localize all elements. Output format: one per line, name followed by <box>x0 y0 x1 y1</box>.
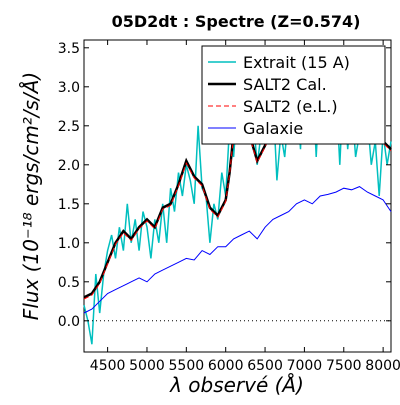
y-tick-label: 3.5 <box>58 41 80 57</box>
y-tick-label: 0.0 <box>58 314 80 330</box>
chart-title: 05D2dt : Spectre (Z=0.574) <box>112 12 361 31</box>
x-tick-label: 7000 <box>287 358 323 374</box>
legend-label-0: Extrait (15 A) <box>243 53 350 72</box>
y-tick-label: 2.5 <box>58 119 80 135</box>
x-tick-label: 6000 <box>208 358 244 374</box>
x-tick-label: 4500 <box>90 358 126 374</box>
legend-label-3: Galaxie <box>243 119 303 138</box>
legend-label-2: SALT2 (e.L.) <box>243 97 338 116</box>
y-tick-label: 1.5 <box>58 197 80 213</box>
x-tick-label: 5000 <box>129 358 165 374</box>
y-tick-label: 3.0 <box>58 80 80 96</box>
y-tick-label: 0.5 <box>58 275 80 291</box>
legend: Extrait (15 A) SALT2 Cal. SALT2 (e.L.) Gala… <box>201 45 386 145</box>
y-axis-label: Flux (10⁻¹⁸ ergs/cm²/s/Å) <box>19 72 43 320</box>
x-tick-label: 7500 <box>326 358 362 374</box>
series-line-3 <box>83 186 392 314</box>
x-tick-label: 8000 <box>365 358 400 374</box>
y-tick-label: 2.0 <box>58 158 80 174</box>
x-tick-label: 6500 <box>247 358 283 374</box>
x-axis-label: λ observé (Å) <box>169 373 304 397</box>
ticks-layer: 4500 5000 5500 6000 6500 7000 7500 8000 0.0 0.5 1.… <box>58 40 400 374</box>
legend-label-1: SALT2 Cal. <box>243 75 327 94</box>
x-tick-label: 5500 <box>169 358 205 374</box>
y-tick-label: 1.0 <box>58 236 80 252</box>
